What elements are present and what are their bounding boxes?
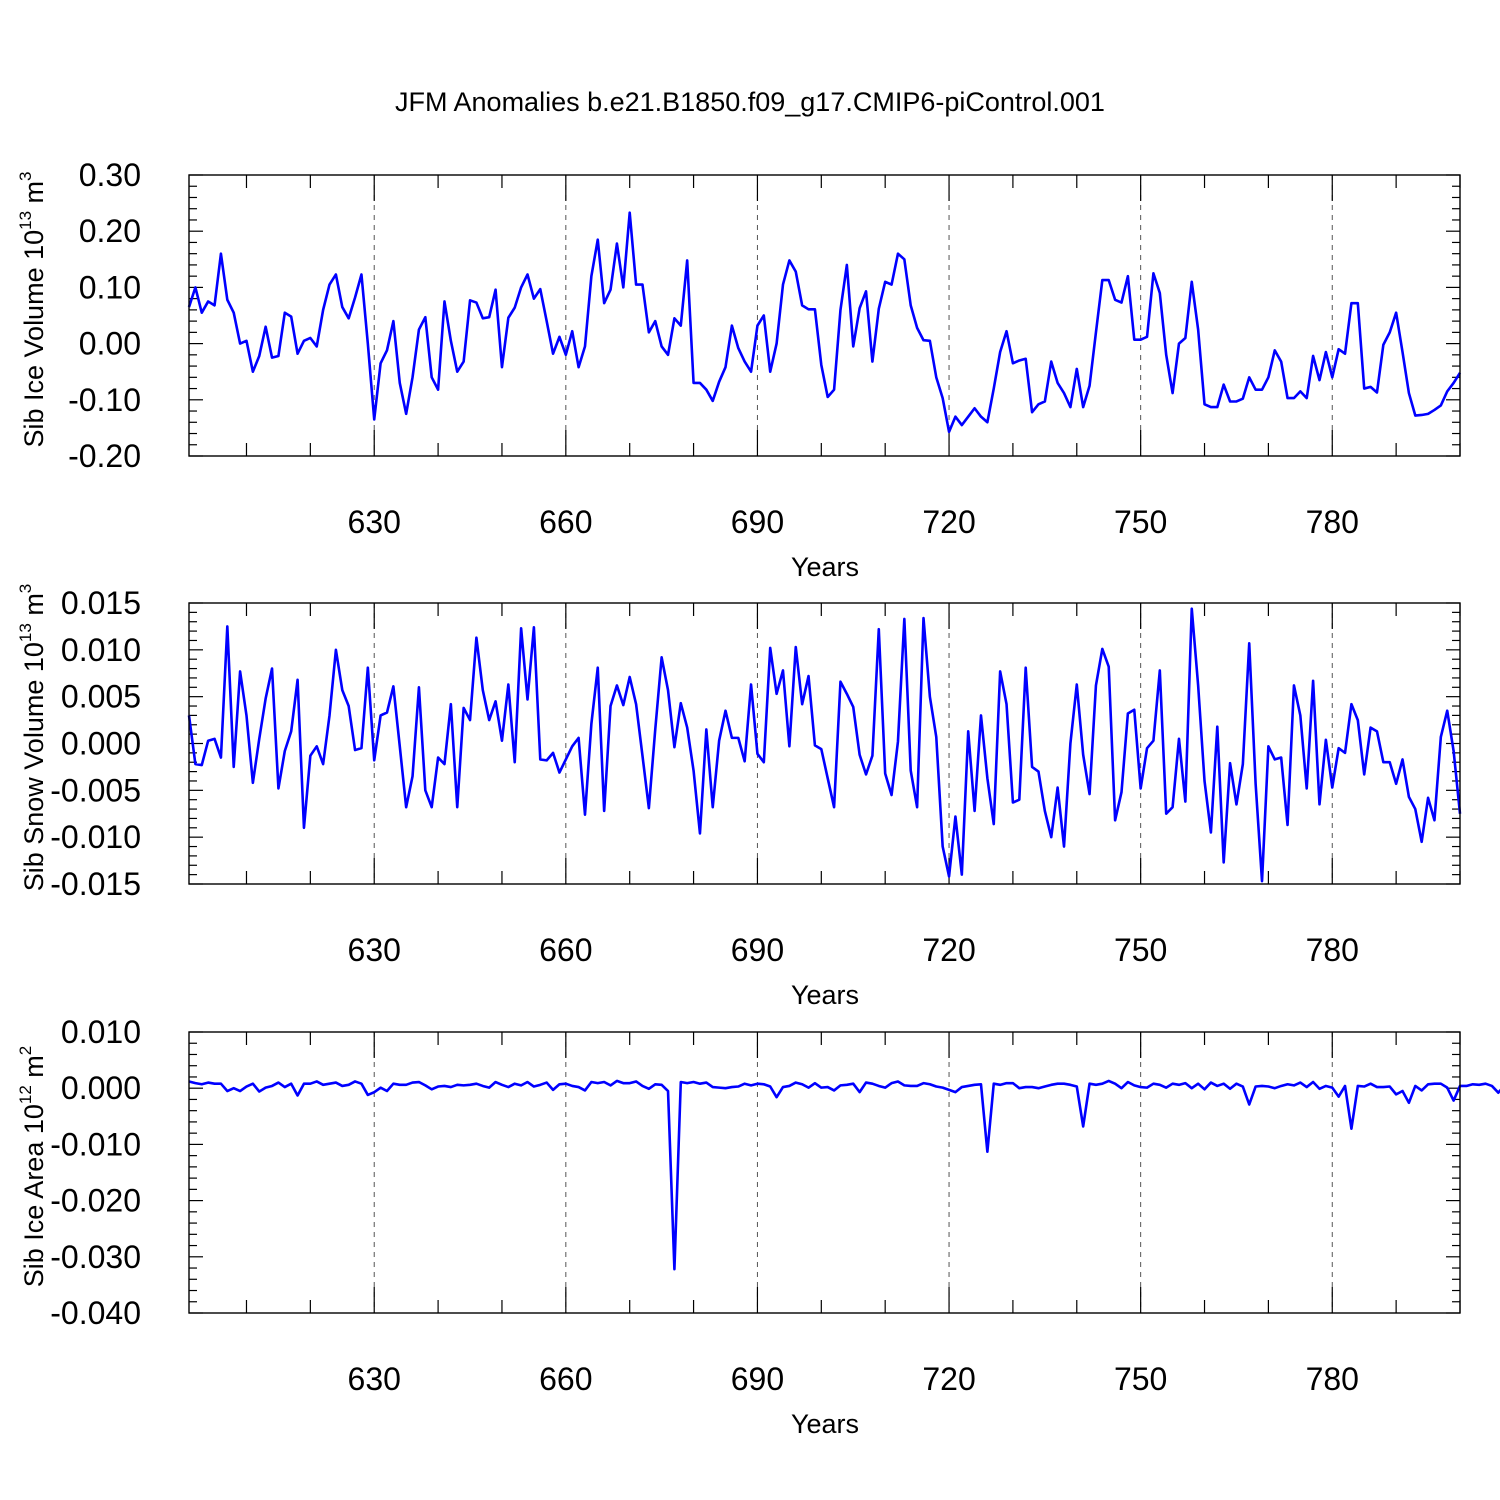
x-tick-label: 630 [348, 1361, 401, 1397]
y-axis-label-text: m [19, 593, 49, 623]
y-tick-label: 0.005 [61, 679, 141, 715]
y-axis-label-superscript: 12 [16, 1085, 35, 1104]
y-tick-label: -0.020 [50, 1183, 141, 1219]
x-tick-label: 690 [731, 504, 784, 540]
y-tick-label: -0.030 [50, 1239, 141, 1275]
plot-frame [188, 174, 1461, 457]
x-tick-label: 750 [1114, 504, 1167, 540]
x-tick-label: 630 [348, 932, 401, 968]
x-tick-label: 750 [1114, 1361, 1167, 1397]
y-axis-label-text: Sib Snow Volume 10 [19, 642, 49, 891]
series-line [187, 607, 1462, 883]
plot-frame [188, 602, 1461, 885]
y-axis-label-text: m [19, 1055, 49, 1085]
x-tick-label: 720 [922, 1361, 975, 1397]
x-axis-label: Years [791, 552, 859, 582]
x-axis-label: Years [791, 980, 859, 1010]
x-tick-label: 630 [348, 504, 401, 540]
y-tick-label: 0.10 [79, 269, 141, 305]
y-axis-label-text: Sib Ice Area 10 [19, 1104, 49, 1287]
y-tick-label: -0.010 [50, 1126, 141, 1162]
plot-frame [188, 1031, 1461, 1314]
y-axis-label: Sib Snow Volume 1013 m3 [16, 584, 49, 892]
x-tick-label: 660 [539, 504, 592, 540]
y-axis-label-superscript: 13 [16, 623, 35, 642]
y-axis-label-superscript: 13 [16, 211, 35, 230]
x-tick-label: 780 [1306, 1361, 1359, 1397]
y-tick-label: -0.005 [50, 772, 141, 808]
series-line [188, 1079, 1500, 1271]
series-line [187, 211, 1462, 434]
y-axis-label-superscript: 3 [16, 171, 35, 180]
y-axis-label-text: Sib Ice Volume 10 [19, 230, 49, 448]
y-tick-label: -0.010 [50, 819, 141, 855]
x-tick-label: 720 [922, 504, 975, 540]
y-tick-label: -0.015 [50, 866, 141, 902]
x-tick-label: 750 [1114, 932, 1167, 968]
y-axis-label-text: m [19, 181, 49, 211]
y-tick-label: 0.015 [61, 585, 141, 621]
y-tick-label: 0.010 [61, 632, 141, 668]
y-axis-label: Sib Ice Area 1012 m2 [16, 1046, 49, 1288]
x-tick-label: 660 [539, 1361, 592, 1397]
x-tick-label: 720 [922, 932, 975, 968]
y-tick-label: -0.10 [68, 382, 141, 418]
panel-3: -0.040 -0.030 -0.020 -0.010 0.000 0.010 630 660… [16, 1014, 1500, 1439]
panel-1: -0.20 -0.10 0.00 0.10 0.20 0.30 630 660 690 720 75… [16, 157, 1462, 582]
x-axis-label: Years [791, 1409, 859, 1439]
y-tick-label: 0.010 [61, 1014, 141, 1050]
y-tick-label: 0.30 [79, 157, 141, 193]
y-tick-label: -0.20 [68, 438, 141, 474]
x-tick-label: 780 [1306, 504, 1359, 540]
panel-2: -0.015 -0.010 -0.005 0.000 0.005 0.010 0.015 63… [16, 584, 1462, 1010]
y-tick-label: 0.000 [61, 726, 141, 762]
y-tick-label: -0.040 [50, 1295, 141, 1331]
x-tick-label: 660 [539, 932, 592, 968]
y-tick-label: 0.000 [61, 1070, 141, 1106]
chart-title: JFM Anomalies b.e21.B1850.f09_g17.CMIP6-… [395, 87, 1105, 117]
y-tick-label: 0.00 [79, 326, 141, 362]
y-tick-label: 0.20 [79, 213, 141, 249]
y-axis-label-superscript: 2 [16, 1046, 35, 1055]
y-axis-label-superscript: 3 [16, 584, 35, 593]
x-tick-label: 690 [731, 932, 784, 968]
y-axis-label: Sib Ice Volume 1013 m3 [16, 171, 49, 447]
x-tick-label: 690 [731, 1361, 784, 1397]
x-tick-label: 780 [1306, 932, 1359, 968]
